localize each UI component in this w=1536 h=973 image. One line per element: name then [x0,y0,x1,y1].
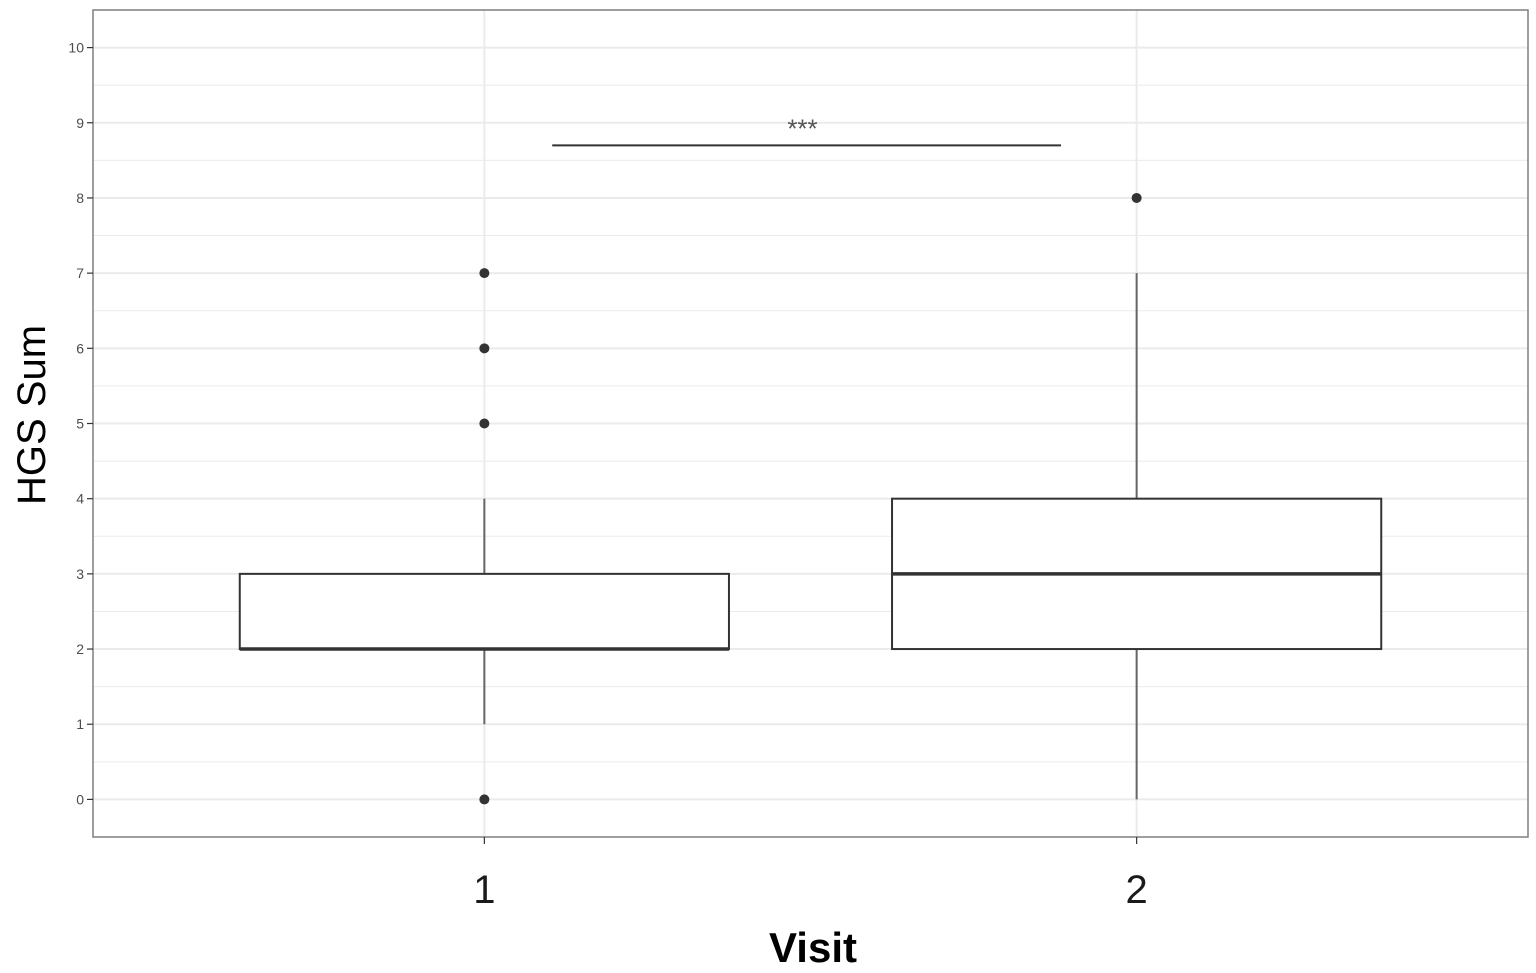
box-iqr [238,572,730,651]
outlier-point [479,268,490,279]
y-tick-label: 10 [68,40,84,56]
y-tick-label: 3 [76,566,84,582]
significance-bracket: *** [552,113,1061,147]
y-tick-label: 5 [76,416,84,432]
y-tick-label: 7 [76,265,84,281]
outlier-point [479,343,490,354]
y-tick-label: 0 [76,791,84,807]
y-tick-label: 9 [76,115,84,131]
box-group-2 [891,192,1383,800]
y-tick-label: 8 [76,190,84,206]
x-tick-label: 1 [473,868,495,912]
outlier-point [1131,192,1142,203]
significance-label: *** [787,113,817,143]
outlier-point [479,794,490,805]
y-tick-label: 4 [76,491,84,507]
x-axis-title: Visit [769,924,857,971]
y-axis-title: HGS Sum [10,325,54,505]
y-tick-label: 2 [76,641,84,657]
x-tick-label: 2 [1126,868,1148,912]
box-group-1 [238,268,730,805]
y-tick-label: 6 [76,340,84,356]
outlier-point [479,418,490,429]
box-series [238,192,1383,805]
y-tick-label: 1 [76,716,84,732]
y-axis-ticks: 0 1 2 3 4 5 6 7 8 9 10 [68,40,93,807]
